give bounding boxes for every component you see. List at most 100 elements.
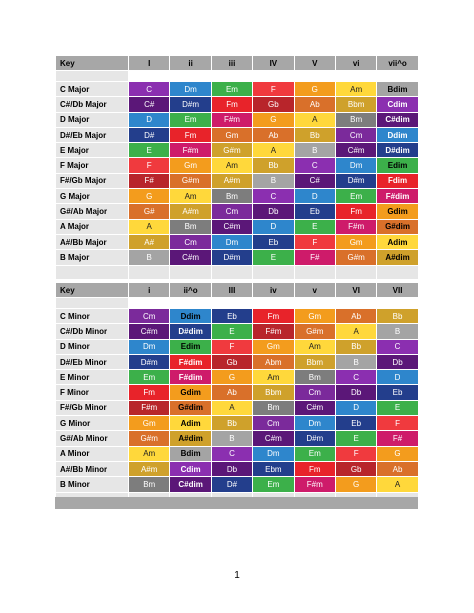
chord-cell: Bm (169, 218, 212, 235)
chord-cell: Bdim (169, 445, 212, 462)
chord-cell: Am (293, 338, 336, 355)
major-header-cell: IV (252, 55, 295, 71)
chord-cell: G (376, 445, 419, 462)
chord-cell: Gm (210, 126, 254, 144)
chord-cell: F (127, 157, 171, 174)
chord-cell: Em (169, 111, 212, 128)
chord-cell: F#dim (169, 353, 212, 371)
chord-cell: E (376, 399, 419, 417)
chord-cell: D (334, 399, 378, 417)
key-label: D Major (55, 111, 129, 128)
key-label: A#/Bb Minor (55, 460, 129, 478)
chord-cell: B (293, 142, 336, 159)
minor-header-cell: iv (252, 282, 295, 298)
chord-cell: Dm (169, 80, 212, 98)
chord-cell: Gb (210, 353, 254, 371)
chord-cell: Fm (210, 96, 254, 113)
chord-cell: Em (252, 476, 295, 493)
key-label: E Major (55, 142, 129, 159)
table-row: D Major D Em F#m G A Bm C#dim (55, 111, 419, 128)
chord-cell: Eb (210, 307, 254, 325)
chord-cell: B (252, 172, 295, 190)
chord-cell: F#m (252, 323, 295, 340)
table-row: D Minor Dm Edim F Gm Am Bb C (55, 338, 419, 355)
key-label: F#/Gb Major (55, 172, 129, 190)
chord-cell: B (376, 323, 419, 340)
chord-cell: D# (210, 476, 254, 493)
chord-cell: A#m (169, 203, 212, 220)
chord-cell: C#dim (376, 111, 419, 128)
chord-cell: Cdim (376, 96, 419, 113)
chord-cell: Ddim (376, 126, 419, 144)
chord-cell: G#m (127, 430, 171, 447)
gap-cell (127, 264, 171, 280)
chord-cell: Cm (127, 307, 171, 325)
table-row: G#/Ab Minor G#m A#dim B C#m D#m E F# (55, 430, 419, 447)
chord-cell: A# (127, 233, 171, 251)
chord-cell: C (293, 157, 336, 174)
chord-cell: F (210, 338, 254, 355)
chord-cell: Adim (169, 415, 212, 432)
chord-cell: F (334, 445, 378, 462)
chord-cell: Cdim (169, 460, 212, 478)
chord-cell: D#dim (169, 323, 212, 340)
chord-cell: Fdim (376, 172, 419, 190)
chord-cell: Ebm (252, 460, 295, 478)
chord-cell: Cm (169, 233, 212, 251)
chord-cell: Bb (334, 338, 378, 355)
chord-cell: D#m (127, 353, 171, 371)
table-row: D#/Eb Minor D#m F#dim Gb Abm Bbm B Db (55, 353, 419, 371)
spacer-cell (376, 70, 419, 82)
gap-cell (252, 264, 295, 280)
spacer-cell (127, 70, 171, 82)
table-row: G Minor Gm Adim Bb Cm Dm Eb F (55, 415, 419, 432)
minor-header-cell: VI (334, 282, 378, 298)
chord-cell: B (210, 430, 254, 447)
chord-cell: D#dim (376, 142, 419, 159)
chord-cell: Bb (252, 157, 295, 174)
table-row: C#/Db Major C# D#m Fm Gb Ab Bbm Cdim (55, 96, 419, 113)
chord-cell: Em (127, 369, 171, 386)
chord-cell: Gdim (169, 384, 212, 401)
table-row: B Major B C#m D#m E F# G#m A#dim (55, 249, 419, 266)
table-row: A Major A Bm C#m D E F#m G#dim (55, 218, 419, 235)
minor-header-cell: VII (376, 282, 419, 298)
table-row: G Major G Am Bm C D Em F#dim (55, 188, 419, 205)
chord-cell: Abm (252, 353, 295, 371)
chord-cell: Eb (293, 203, 336, 220)
chord-cell: Am (334, 80, 378, 98)
chord-cell: Bbm (293, 353, 336, 371)
chord-cell: Db (252, 203, 295, 220)
chord-cell: D#m (334, 172, 378, 190)
key-label: B Major (55, 249, 129, 266)
major-header-cell: vii^o (376, 55, 419, 71)
spacer-cell (169, 297, 212, 309)
spacer-cell (55, 70, 129, 82)
chord-cell: F#m (169, 142, 212, 159)
chord-cell: F (376, 415, 419, 432)
chord-cell: C#m (127, 323, 171, 340)
chord-cell: Gdim (376, 203, 419, 220)
chord-cell: C#m (334, 142, 378, 159)
chord-cell: Fm (334, 203, 378, 220)
chord-cell: Bb (376, 307, 419, 325)
major-header-cell: Key (55, 55, 129, 71)
spacer-cell (252, 297, 295, 309)
chord-cell: E (252, 249, 295, 266)
gap-cell (293, 264, 336, 280)
gap-cell (169, 264, 212, 280)
table-footer-bar (55, 497, 418, 509)
chord-cell: Am (169, 188, 212, 205)
key-label: C Major (55, 80, 129, 98)
gap-cell (334, 264, 378, 280)
page-number: 1 (234, 570, 240, 581)
chord-cell: Bm (293, 369, 336, 386)
chord-cell: C#dim (169, 476, 212, 493)
chord-cell: G#m (334, 249, 378, 266)
chord-cell: Ab (293, 96, 336, 113)
chord-cell: F# (293, 249, 336, 266)
chord-cell: C (376, 338, 419, 355)
key-label: E Minor (55, 369, 129, 386)
